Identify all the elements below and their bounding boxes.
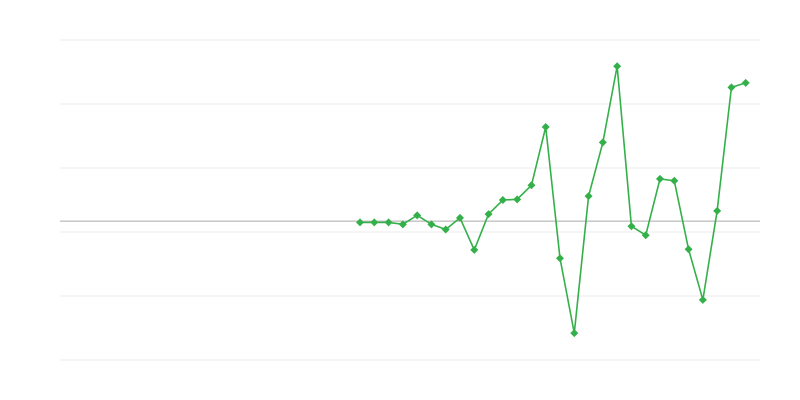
data-point bbox=[641, 231, 650, 240]
series-path bbox=[360, 66, 746, 334]
data-point bbox=[584, 192, 593, 201]
data-point bbox=[570, 329, 579, 338]
data-point bbox=[541, 123, 550, 132]
series-line bbox=[356, 62, 750, 338]
data-point bbox=[713, 206, 722, 215]
data-point bbox=[513, 195, 522, 204]
data-point bbox=[656, 174, 664, 183]
data-point bbox=[370, 218, 379, 227]
data-point bbox=[413, 211, 422, 220]
data-point bbox=[356, 218, 364, 227]
data-point bbox=[698, 295, 707, 304]
data-point bbox=[598, 138, 607, 147]
data-point bbox=[456, 213, 464, 222]
data-point bbox=[684, 245, 693, 254]
data-point bbox=[556, 254, 564, 263]
gridlines bbox=[60, 39, 760, 361]
data-point bbox=[398, 220, 407, 229]
data-point bbox=[384, 218, 393, 227]
data-point bbox=[670, 176, 679, 185]
data-point bbox=[741, 78, 750, 87]
data-point bbox=[527, 181, 536, 190]
data-point bbox=[441, 225, 450, 234]
data-point bbox=[727, 83, 736, 92]
data-point bbox=[498, 196, 507, 204]
data-point bbox=[627, 222, 636, 231]
data-point bbox=[427, 220, 436, 229]
data-point bbox=[470, 245, 479, 254]
data-point bbox=[484, 210, 493, 219]
data-point bbox=[613, 62, 622, 71]
